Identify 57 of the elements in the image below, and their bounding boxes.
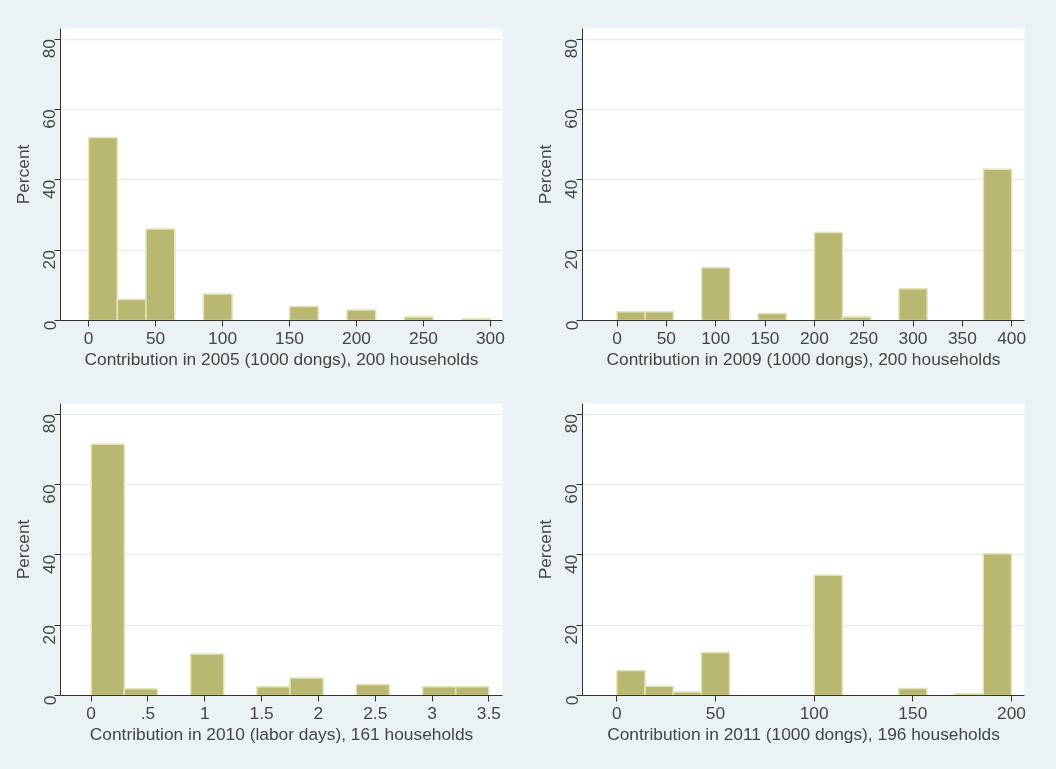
y-tick-label: 80 (561, 414, 582, 434)
y-tick-label: 40 (561, 554, 582, 575)
y-tick-label: 0 (561, 695, 582, 706)
x-axis-title: Contribution in 2010 (labor days), 161 households (89, 723, 474, 744)
x-tick-label: 100 (799, 702, 829, 723)
y-tick-label: 40 (561, 179, 582, 200)
x-tick-label: 1 (199, 702, 210, 723)
y-axis-title: Percent (12, 144, 33, 205)
x-tick-label: 1.5 (249, 702, 274, 723)
x-tick-label: 150 (898, 702, 928, 723)
y-tick-label: 60 (561, 109, 582, 129)
y-axis-title: Percent (12, 519, 33, 580)
x-tick-label: 400 (997, 327, 1027, 348)
x-tick-label: 3 (427, 702, 437, 723)
y-tick-label: 20 (39, 625, 60, 645)
x-tick-label: 300 (475, 327, 505, 348)
y-tick-label: 80 (39, 39, 60, 59)
y-tick-label: 60 (561, 484, 582, 504)
x-tick-label: 3.5 (476, 702, 501, 723)
y-axis-title: Percent (534, 519, 555, 580)
x-tick-label: 50 (145, 327, 166, 348)
x-tick-label: 100 (701, 327, 731, 348)
y-tick-label: 0 (39, 695, 60, 706)
x-tick-label: 50 (705, 702, 726, 723)
x-tick-label: 250 (849, 327, 879, 348)
x-axis-title: Contribution in 2011 (1000 dongs), 196 households (607, 723, 1001, 744)
y-tick-label: 40 (39, 554, 60, 575)
y-tick-label: 80 (39, 414, 60, 434)
x-tick-label: 50 (656, 327, 677, 348)
x-tick-label: 0 (86, 702, 96, 723)
x-tick-label: 350 (947, 327, 977, 348)
x-tick-label: 150 (750, 327, 780, 348)
x-tick-label: 0 (612, 327, 622, 348)
x-tick-label: .5 (140, 702, 156, 723)
x-tick-label: 100 (208, 327, 238, 348)
y-tick-label: 20 (561, 250, 582, 270)
x-tick-label: 200 (799, 327, 829, 348)
y-tick-label: 60 (39, 484, 60, 504)
x-tick-label: 2 (313, 702, 324, 723)
x-tick-label: 0 (83, 327, 94, 348)
x-tick-label: 2.5 (363, 702, 388, 723)
y-tick-label: 0 (39, 320, 60, 331)
x-axis-title: Contribution in 2005 (1000 dongs), 200 households (84, 348, 479, 369)
x-tick-label: 0 (612, 702, 622, 723)
y-tick-label: 80 (561, 39, 582, 59)
y-tick-label: 20 (561, 625, 582, 645)
x-tick-label: 200 (342, 327, 371, 348)
x-tick-label: 150 (275, 327, 304, 348)
x-tick-label: 300 (898, 327, 928, 348)
y-axis-title: Percent (534, 144, 555, 205)
x-tick-label: 200 (997, 702, 1026, 723)
y-tick-label: 20 (39, 250, 60, 270)
y-tick-label: 40 (39, 179, 60, 200)
x-axis-title: Contribution in 2009 (1000 dongs), 200 households (606, 348, 1001, 369)
x-tick-label: 250 (409, 327, 438, 348)
y-tick-label: 60 (39, 109, 60, 129)
y-tick-label: 0 (561, 320, 582, 331)
